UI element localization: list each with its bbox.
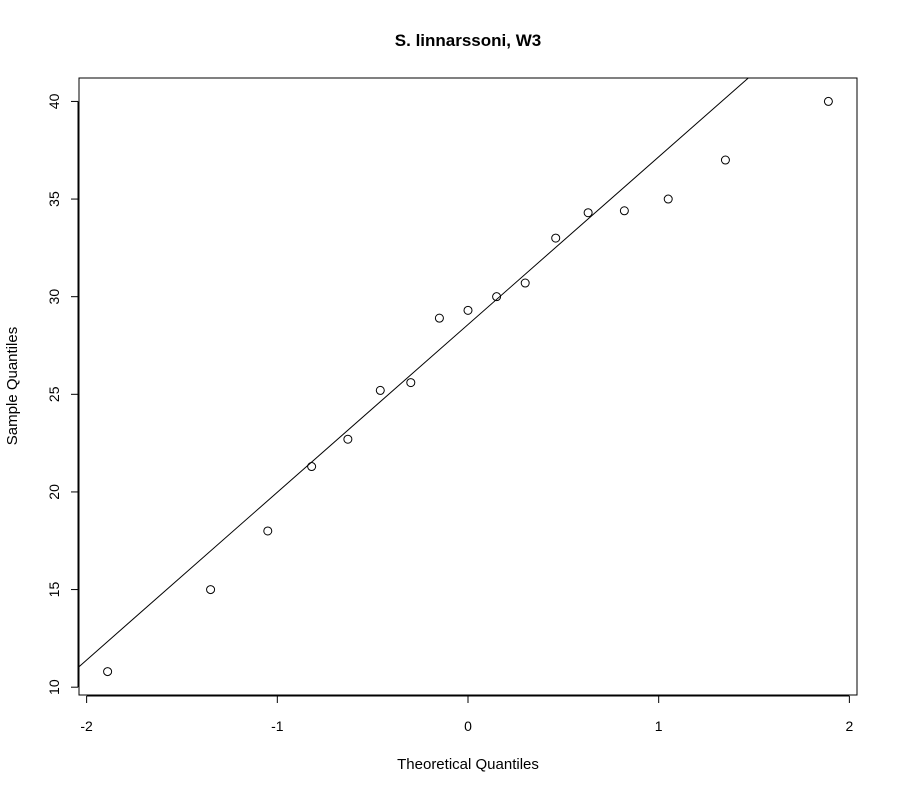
- y-tick-label: 20: [46, 484, 62, 500]
- y-tick-label: 25: [46, 386, 62, 402]
- y-tick-label: 10: [46, 679, 62, 695]
- reference-line-group: [78, 77, 749, 668]
- data-point: [307, 462, 317, 472]
- y-tick-label: 35: [46, 191, 62, 207]
- data-point: [720, 155, 730, 165]
- data-point: [551, 233, 561, 243]
- y-tick-label: 15: [46, 582, 62, 598]
- data-point: [103, 667, 113, 677]
- x-tick-label: 1: [655, 718, 663, 734]
- x-tick-label: 2: [845, 718, 853, 734]
- x-tick-label: -2: [80, 718, 93, 734]
- data-point: [619, 206, 629, 216]
- x-axis-label: Theoretical Quantiles: [397, 756, 539, 773]
- plot-area-frame: [78, 77, 858, 696]
- data-point: [375, 385, 385, 395]
- y-axis: 10 15 20 25 30 35 40: [46, 93, 79, 695]
- reference-line: [78, 77, 749, 668]
- y-axis-label: Sample Quantiles: [4, 327, 21, 445]
- data-point: [823, 96, 833, 106]
- data-point: [520, 278, 530, 288]
- data-point: [583, 208, 593, 218]
- x-tick-label: 0: [464, 718, 472, 734]
- data-point: [263, 526, 273, 536]
- x-axis: -2 -1 0 1 2: [80, 695, 853, 734]
- data-point: [406, 378, 416, 388]
- data-point: [434, 313, 444, 323]
- chart-title: S. linnarssoni, W3: [395, 31, 541, 50]
- data-point: [343, 434, 353, 444]
- data-points: [103, 96, 833, 677]
- x-tick-label: -1: [271, 718, 284, 734]
- data-point: [663, 194, 673, 204]
- y-tick-label: 40: [46, 93, 62, 109]
- data-point: [492, 292, 502, 302]
- data-point: [463, 305, 473, 315]
- y-tick-label: 30: [46, 289, 62, 305]
- data-point: [206, 585, 216, 595]
